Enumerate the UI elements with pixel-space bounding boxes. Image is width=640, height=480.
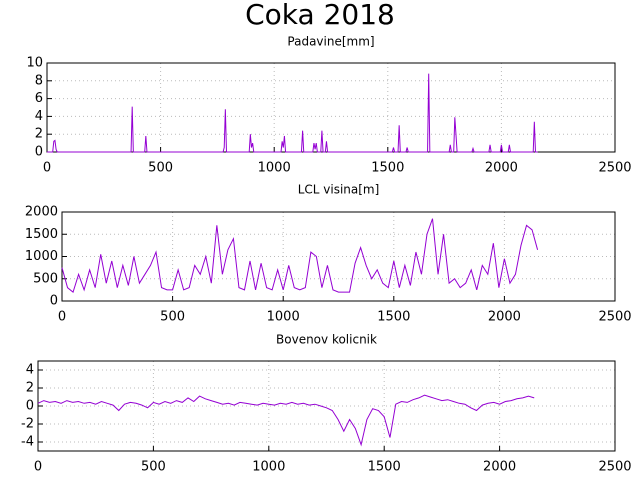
y-tick-label: 2 bbox=[35, 127, 43, 142]
x-tick-label: 1000 bbox=[258, 161, 291, 176]
y-tick-label: 10 bbox=[26, 56, 43, 71]
y-tick-label: 0 bbox=[26, 399, 34, 414]
y-tick-label: -2 bbox=[21, 417, 34, 432]
y-tick-label: 4 bbox=[26, 363, 34, 378]
x-tick-label: 0 bbox=[34, 460, 42, 475]
y-tick-label: 1000 bbox=[25, 249, 58, 264]
x-tick-label: 2000 bbox=[485, 161, 518, 176]
y-tick-label: 2000 bbox=[25, 205, 58, 220]
x-tick-label: 2000 bbox=[483, 460, 516, 475]
x-tick-label: 1500 bbox=[368, 460, 401, 475]
x-tick-label: 1500 bbox=[371, 161, 404, 176]
y-tick-label: 8 bbox=[35, 73, 43, 88]
x-tick-label: 1500 bbox=[377, 310, 410, 325]
y-tick-label: 500 bbox=[33, 271, 58, 286]
x-tick-label: 0 bbox=[58, 310, 66, 325]
x-tick-label: 500 bbox=[141, 460, 166, 475]
x-tick-label: 500 bbox=[148, 161, 173, 176]
subplot-title: Padavine[mm] bbox=[287, 35, 374, 49]
y-tick-label: -4 bbox=[21, 435, 34, 450]
y-tick-label: 2 bbox=[26, 381, 34, 396]
subplot-title: Bovenov kolicnik bbox=[276, 333, 377, 347]
subplot-title: LCL visina[m] bbox=[298, 183, 380, 197]
data-line bbox=[37, 394, 535, 447]
chart-title: Coka 2018 bbox=[245, 0, 395, 31]
data-line bbox=[61, 218, 539, 293]
x-tick-label: 1000 bbox=[252, 460, 285, 475]
data-line bbox=[47, 73, 538, 153]
y-tick-label: 4 bbox=[35, 109, 43, 124]
x-tick-label: 2500 bbox=[598, 310, 631, 325]
y-tick-label: 1500 bbox=[25, 227, 58, 242]
plot-border bbox=[37, 360, 616, 452]
x-tick-label: 500 bbox=[160, 310, 185, 325]
x-tick-label: 0 bbox=[43, 161, 51, 176]
y-tick-label: 0 bbox=[35, 145, 43, 160]
x-tick-label: 2500 bbox=[598, 460, 631, 475]
y-tick-label: 6 bbox=[35, 91, 43, 106]
x-tick-label: 2500 bbox=[598, 161, 631, 176]
x-tick-label: 1000 bbox=[267, 310, 300, 325]
plot-border bbox=[61, 211, 616, 302]
y-tick-label: 0 bbox=[50, 294, 58, 309]
x-tick-label: 2000 bbox=[488, 310, 521, 325]
